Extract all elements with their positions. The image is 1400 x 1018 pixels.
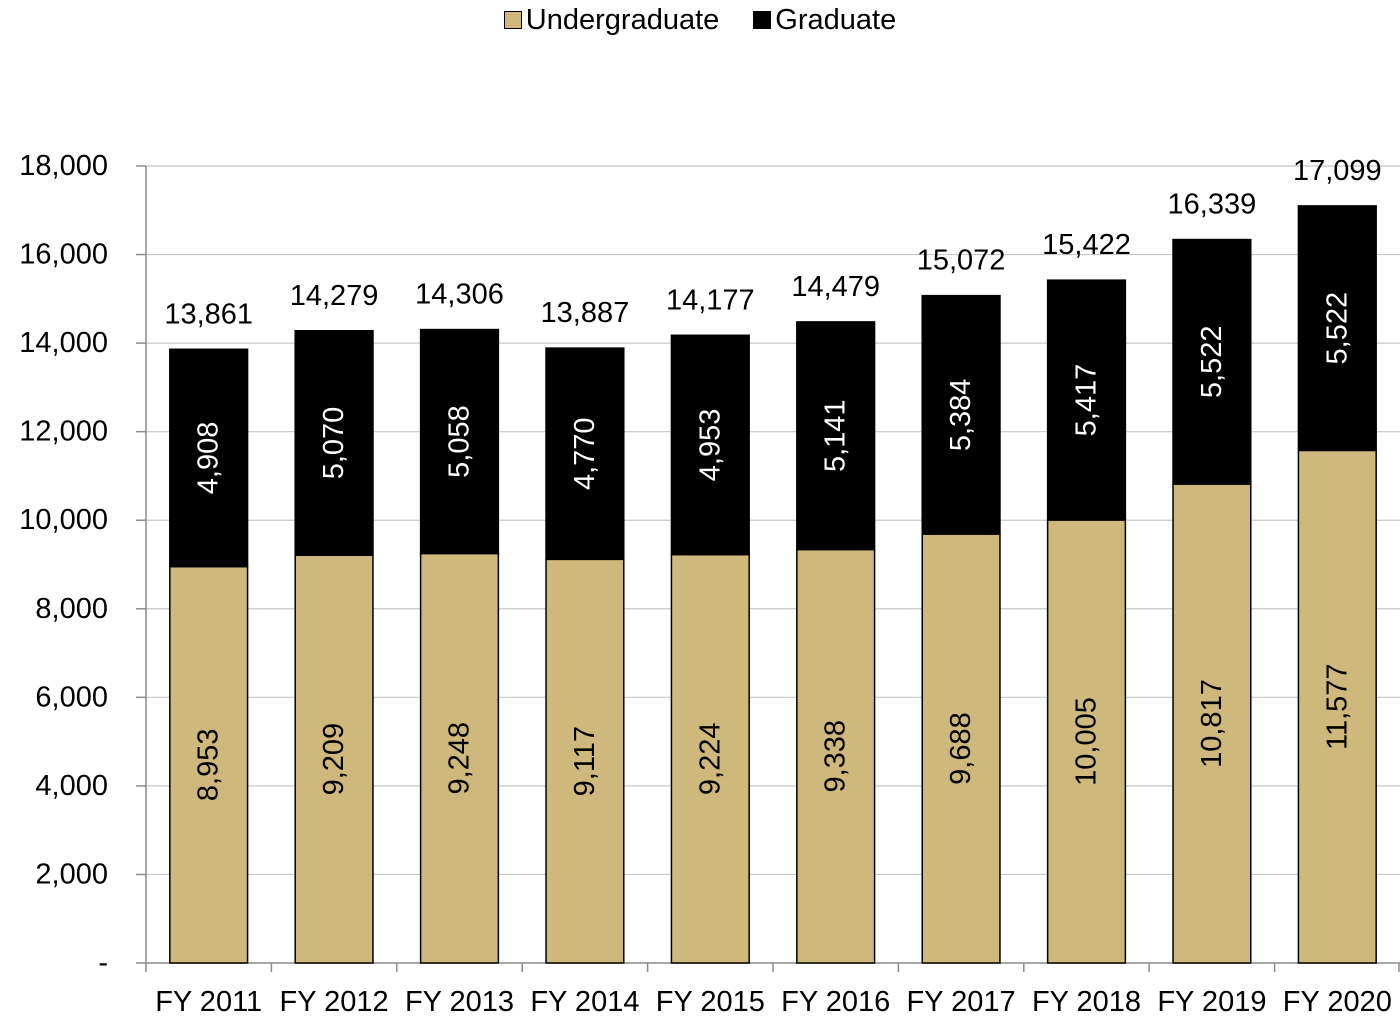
bar-graduate [796,321,876,551]
legend-label-undergraduate: Undergraduate [525,4,720,36]
chart-legend: Undergraduate Graduate [0,3,1400,37]
data-label-undergraduate: 9,209 [318,723,350,796]
x-tick-label: FY 2018 [1032,986,1141,1018]
y-tick-label: 14,000 [19,327,108,359]
data-label-graduate: 4,908 [193,422,225,495]
data-label-total: 13,887 [541,297,630,329]
data-label-graduate: 5,070 [318,407,350,480]
bar-undergraduate [419,552,500,964]
data-label-undergraduate: 9,688 [945,712,977,785]
data-label-graduate: 5,522 [1321,292,1353,365]
x-tick-label: FY 2012 [280,986,389,1018]
data-label-total: 14,306 [415,279,504,311]
legend-item-graduate: Graduate [753,3,896,37]
y-tick-label: 16,000 [19,239,108,271]
data-label-undergraduate: 9,248 [444,722,476,795]
data-label-total: 15,072 [917,245,1006,277]
data-label-undergraduate: 10,005 [1071,697,1103,786]
bar-undergraduate [1297,449,1377,964]
bar-undergraduate [1172,483,1252,964]
data-label-graduate: 5,384 [945,379,977,452]
bar-graduate [921,294,1001,535]
data-label-undergraduate: 9,338 [820,720,852,793]
data-label-total: 16,339 [1168,189,1257,221]
bar-graduate [545,347,625,561]
data-label-graduate: 4,953 [694,409,726,482]
y-tick-label: 2,000 [35,858,108,890]
bar-graduate [419,328,500,555]
bar-graduate [294,330,374,556]
bar-graduate [169,348,249,568]
data-label-total: 14,479 [791,271,880,303]
bar-graduate [670,334,750,556]
data-label-undergraduate: 10,817 [1196,679,1228,768]
x-tick-label: FY 2020 [1283,986,1392,1018]
data-label-total: 15,422 [1042,229,1131,261]
data-label-total: 14,177 [666,284,755,316]
data-label-total: 17,099 [1293,155,1382,187]
data-label-graduate: 4,770 [569,417,601,490]
data-label-graduate: 5,522 [1196,326,1228,399]
bar-undergraduate [169,565,249,964]
x-tick-label: FY 2014 [530,986,639,1018]
x-tick-label: FY 2013 [405,986,514,1018]
legend-swatch-graduate [753,11,772,29]
x-tick-label: FY 2019 [1157,986,1266,1018]
data-label-undergraduate: 9,117 [569,726,601,796]
data-label-undergraduate: 11,577 [1321,663,1353,750]
data-label-graduate: 5,417 [1071,364,1103,437]
bar-undergraduate [1046,519,1127,964]
bar-graduate [1172,238,1252,485]
x-tick-label: FY 2011 [155,986,262,1018]
x-tick-label: FY 2016 [781,986,890,1018]
y-tick-label: 12,000 [19,416,108,448]
y-tick-label: 4,000 [35,770,108,802]
bar-undergraduate [294,554,374,964]
x-tick-label: FY 2017 [907,986,1016,1018]
legend-swatch-undergraduate [503,11,522,29]
bar-graduate [1046,279,1127,521]
bar-graduate [1297,205,1377,452]
bar-undergraduate [545,558,625,964]
y-tick-label: 10,000 [19,504,108,536]
y-tick-label: 18,000 [19,150,108,182]
legend-item-undergraduate: Undergraduate [503,3,720,37]
y-tick-label: 6,000 [35,681,108,713]
data-label-graduate: 5,141 [820,399,852,472]
data-label-undergraduate: 8,953 [193,729,225,802]
data-label-graduate: 5,058 [444,405,476,478]
legend-label-graduate: Graduate [775,4,897,36]
bar-undergraduate [670,553,750,964]
bar-undergraduate [921,533,1001,964]
bar-undergraduate [796,548,876,964]
x-tick-label: FY 2015 [656,986,765,1018]
data-label-total: 14,279 [290,280,379,312]
data-label-total: 13,861 [164,298,253,330]
y-tick-label: 8,000 [35,593,108,625]
data-label-undergraduate: 9,224 [694,723,726,796]
y-tick-label: - [98,947,108,979]
